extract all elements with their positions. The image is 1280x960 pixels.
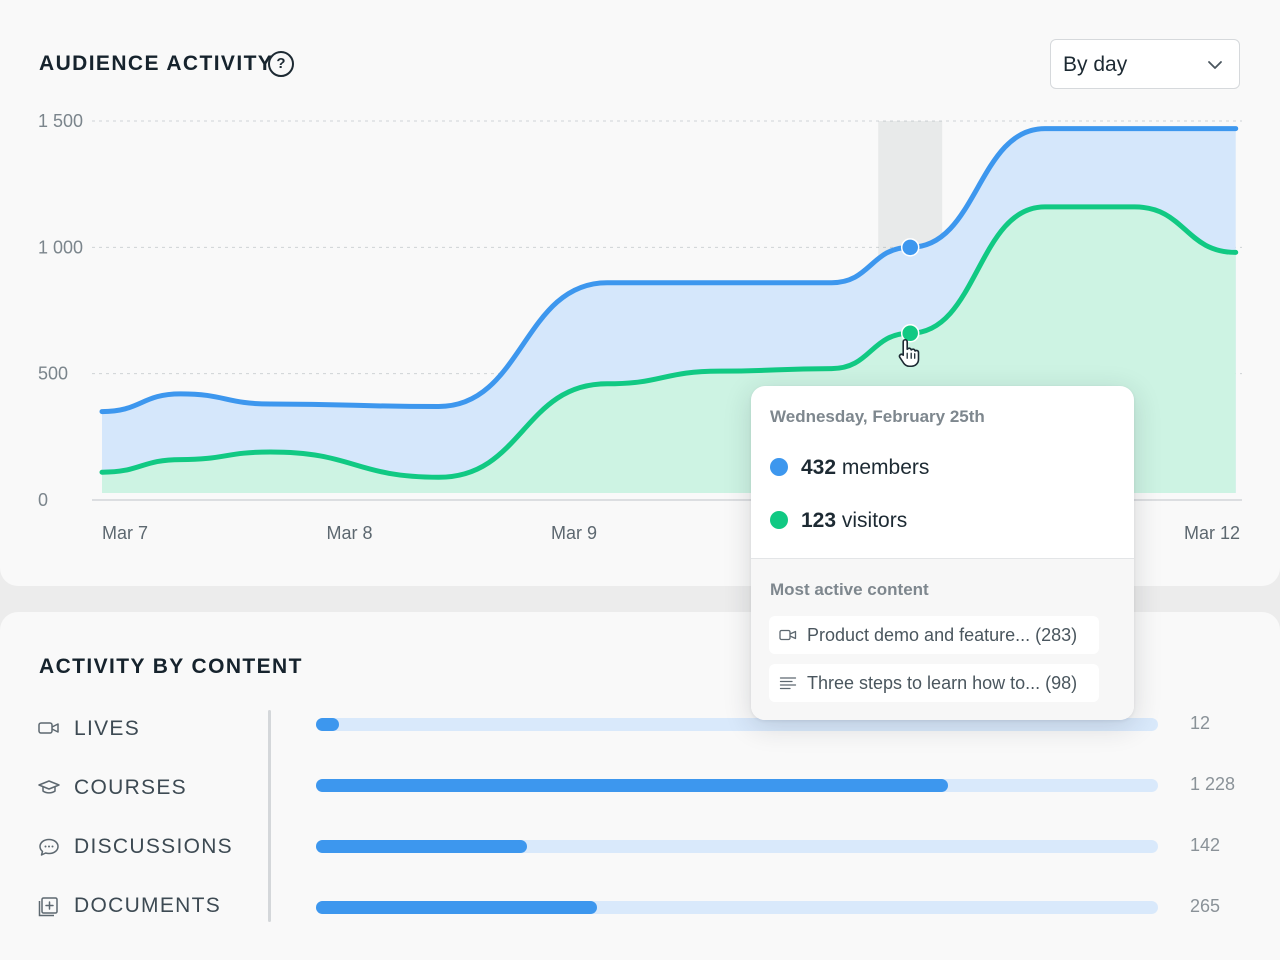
most-active-title: Most active content	[770, 580, 929, 599]
y-tick-label: 1 500	[38, 111, 83, 131]
count-documents: 265	[1190, 896, 1221, 916]
audience-activity-title: AUDIENCE ACTIVITY	[39, 52, 274, 75]
document-add-icon	[38, 897, 58, 917]
x-tick-label: Mar 12	[1184, 523, 1240, 543]
series-line-0	[99, 126, 1239, 415]
category-label: LIVES	[74, 717, 141, 740]
most-active-item[interactable]: Three steps to learn how to... (98)	[769, 664, 1099, 702]
members-count: 432	[801, 456, 837, 479]
hover-marker-0	[900, 238, 920, 257]
category-label: COURSES	[74, 776, 187, 799]
tooltip-visitors: 123 visitors	[770, 509, 907, 535]
progress-fill-lives	[316, 718, 339, 731]
progress-fill-discussions	[316, 840, 527, 853]
text-lines-icon	[779, 677, 797, 690]
progress-track-lives	[316, 718, 1158, 731]
period-select[interactable]: By day	[1050, 39, 1240, 89]
most-active-item[interactable]: Product demo and feature... (283)	[769, 616, 1099, 654]
y-tick-label: 0	[38, 490, 48, 510]
progress-track-courses	[316, 779, 1158, 792]
category-label: DOCUMENTS	[74, 894, 222, 917]
chart-tooltip: Wednesday, February 25th 432 members 123…	[751, 386, 1134, 720]
graduation-cap-icon	[38, 780, 60, 794]
x-tick-label: Mar 7	[102, 523, 148, 543]
progress-track-documents	[316, 901, 1158, 914]
most-active-item-text: Product demo and feature... (283)	[807, 625, 1078, 645]
progress-track-discussions	[316, 840, 1158, 853]
count-courses: 1 228	[1190, 774, 1236, 794]
series-line-1	[99, 204, 1239, 480]
tooltip-members: 432 members	[770, 456, 929, 482]
x-tick-label: Mar 8	[327, 523, 373, 543]
count-discussions: 142	[1190, 835, 1221, 855]
question-circle-icon[interactable]: ?	[268, 51, 294, 77]
category-label: DISCUSSIONS	[74, 835, 233, 858]
y-tick-label: 500	[38, 364, 68, 384]
chevron-down-icon	[1208, 61, 1222, 69]
most-active-item-text: Three steps to learn how to... (98)	[807, 673, 1078, 693]
visitors-count: 123	[801, 509, 837, 532]
hover-marker-1	[900, 323, 920, 343]
period-select-value: By day	[1063, 53, 1128, 76]
video-camera-icon	[38, 722, 59, 734]
chat-bubble-icon	[39, 838, 59, 856]
count-lives: 12	[1190, 713, 1211, 733]
tooltip-date: Wednesday, February 25th	[770, 407, 985, 426]
progress-fill-courses	[316, 779, 948, 792]
members-label: members	[836, 456, 930, 479]
category-divider	[268, 710, 271, 922]
tooltip-most-active: Most active content Product demo and fea…	[751, 558, 1134, 720]
y-tick-label: 1 000	[38, 237, 83, 257]
visitors-label: visitors	[836, 509, 908, 532]
activity-by-content-title: ACTIVITY BY CONTENT	[39, 655, 303, 678]
progress-fill-documents	[316, 901, 598, 914]
visitors-dot	[770, 511, 788, 529]
hand-pointer-icon	[898, 338, 920, 368]
members-dot	[770, 458, 788, 476]
video-camera-icon	[779, 629, 797, 641]
x-tick-label: Mar 9	[551, 523, 597, 543]
